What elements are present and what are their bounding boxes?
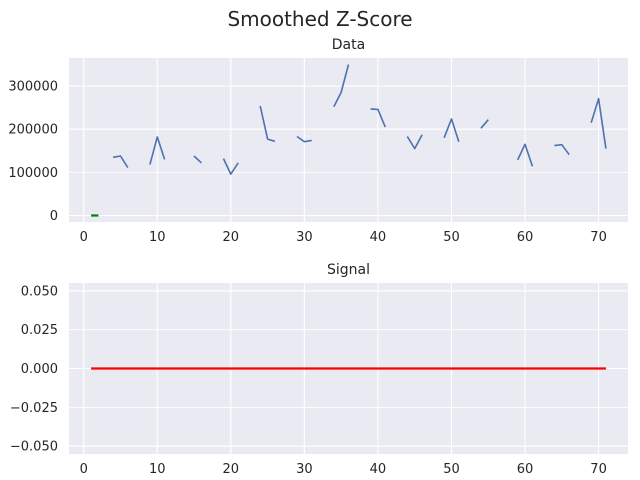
data-y-tick-label: 100000 [8, 166, 58, 181]
data-x-tick-label: 10 [149, 230, 166, 245]
data-series-0-line [296, 135, 312, 143]
data-series-0-line [516, 143, 534, 167]
signal-y-tick-label: −0.050 [10, 440, 58, 455]
data-x-tick-label: 20 [223, 230, 240, 245]
data-series [91, 64, 607, 217]
data-x-tick-label: 50 [443, 230, 460, 245]
data-series-0-line [480, 119, 489, 129]
signal-x-tick-label: 0 [80, 462, 88, 477]
data-ticks: 0 10 20 30 40 50 60 70 0 100000 200000 300000 [8, 80, 606, 245]
data-x-tick-label: 0 [80, 230, 88, 245]
data-panel: 0 10 20 30 40 50 60 70 0 100000 200000 300000 Data [8, 37, 628, 245]
signal-x-tick-label: 50 [443, 462, 460, 477]
data-grid [69, 58, 628, 222]
signal-panel-title: Signal [327, 262, 370, 278]
data-series-0-line [333, 64, 350, 108]
data-series-0-line [222, 158, 239, 175]
signal-x-tick-label: 30 [296, 462, 313, 477]
data-series-0-line [554, 143, 570, 156]
data-series-0-line [406, 134, 423, 150]
data-x-tick-label: 60 [517, 230, 534, 245]
data-y-tick-label: 0 [50, 209, 58, 224]
signal-x-tick-label: 60 [517, 462, 534, 477]
data-series-0-line [443, 118, 460, 142]
signal-panel: 0 10 20 30 40 50 60 70 −0.050 −0.025 0.000 0.025 0.0… [10, 262, 628, 477]
data-series-0-line [259, 105, 276, 143]
signal-y-tick-label: 0.000 [21, 362, 58, 377]
data-y-tick-label: 200000 [8, 123, 58, 138]
data-x-tick-label: 70 [590, 230, 607, 245]
signal-x-tick-label: 10 [149, 462, 166, 477]
signal-y-tick-label: −0.025 [10, 401, 58, 416]
data-plot-area [69, 58, 628, 222]
signal-y-tick-label: 0.025 [21, 323, 58, 338]
signal-y-tick-label: 0.050 [21, 284, 58, 299]
data-panel-title: Data [332, 37, 365, 53]
data-series-0-line [112, 155, 129, 169]
signal-x-tick-label: 70 [590, 462, 607, 477]
signal-ticks: 0 10 20 30 40 50 60 70 −0.050 −0.025 0.000 0.025 0.0… [10, 284, 607, 477]
data-x-tick-label: 30 [296, 230, 313, 245]
signal-x-tick-label: 20 [223, 462, 240, 477]
data-series-0-line [590, 97, 607, 149]
data-series-0-line [149, 136, 166, 165]
figure-title: Smoothed Z-Score [227, 7, 412, 31]
data-series-0-line [370, 108, 387, 128]
signal-x-tick-label: 40 [370, 462, 387, 477]
data-x-tick-label: 40 [370, 230, 387, 245]
data-series-0-line [193, 155, 202, 164]
data-y-tick-label: 300000 [8, 80, 58, 95]
